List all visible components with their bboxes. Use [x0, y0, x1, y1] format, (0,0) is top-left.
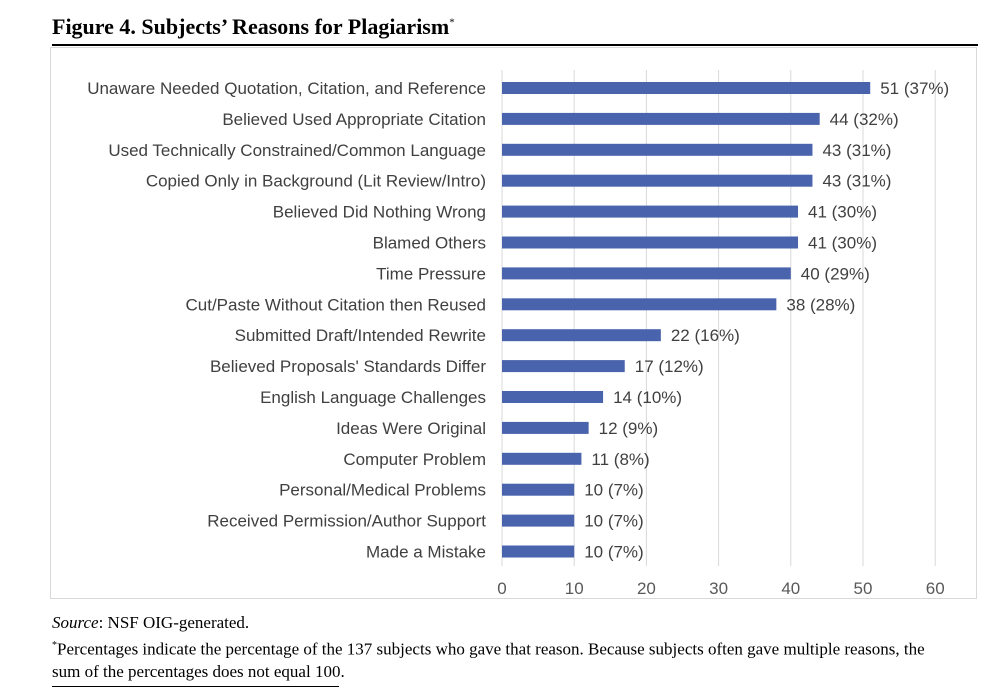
chart-frame: Unaware Needed Quotation, Citation, and … — [50, 47, 977, 599]
bar — [502, 514, 575, 527]
bar-chart: Unaware Needed Quotation, Citation, and … — [87, 70, 949, 598]
x-tick-label: 0 — [497, 579, 506, 598]
category-label: Made a Mistake — [366, 543, 486, 562]
data-label: 41 (30%) — [808, 234, 877, 253]
bar — [502, 143, 813, 156]
category-label: Personal/Medical Problems — [279, 481, 486, 500]
data-label: 10 (7%) — [584, 543, 644, 562]
data-label: 22 (16%) — [671, 326, 740, 345]
category-label: Ideas Were Original — [336, 419, 486, 438]
bar — [502, 452, 582, 465]
data-label: 17 (12%) — [635, 357, 704, 376]
category-label: Copied Only in Background (Lit Review/In… — [146, 172, 486, 191]
x-tick-labels: 0 10 20 30 40 50 60 — [497, 579, 944, 598]
category-label: Submitted Draft/Intended Rewrite — [235, 326, 486, 345]
category-label: Cut/Paste Without Citation then Reused — [186, 295, 487, 314]
bar — [502, 205, 799, 218]
bar — [502, 112, 820, 125]
figure-title-text: Figure 4. Subjects’ Reasons for Plagiari… — [52, 14, 450, 39]
bar — [502, 483, 575, 496]
category-label: Believed Proposals' Standards Differ — [210, 357, 486, 376]
category-label: Believed Used Appropriate Citation — [222, 110, 486, 129]
data-label: 41 (30%) — [808, 203, 877, 222]
data-label: 38 (28%) — [786, 295, 855, 314]
footnote-rule — [52, 686, 339, 687]
category-label: Computer Problem — [343, 450, 486, 469]
bars — [502, 82, 871, 558]
x-tick-label: 10 — [565, 579, 584, 598]
figure-title: Figure 4. Subjects’ Reasons for Plagiari… — [52, 14, 455, 40]
category-label: Time Pressure — [376, 264, 486, 283]
data-labels: 51 (37%) 44 (32%) 43 (31%) 43 (31%) 41 (30%)… — [584, 79, 949, 562]
bar — [502, 545, 575, 558]
category-label: Received Permission/Author Support — [207, 512, 486, 531]
source-label: Source — [52, 613, 99, 632]
x-tick-label: 40 — [781, 579, 800, 598]
bar — [502, 174, 813, 187]
x-tick-label: 50 — [854, 579, 873, 598]
category-label: English Language Challenges — [260, 388, 486, 407]
bar — [502, 329, 661, 342]
figure-title-asterisk: * — [449, 16, 455, 29]
data-label: 43 (31%) — [822, 172, 891, 191]
data-label: 14 (10%) — [613, 388, 682, 407]
category-label: Believed Did Nothing Wrong — [273, 203, 486, 222]
bar — [502, 82, 871, 94]
bar — [502, 421, 589, 434]
data-label: 11 (8%) — [591, 450, 649, 469]
category-label: Unaware Needed Quotation, Citation, and … — [87, 79, 486, 98]
category-label: Used Technically Constrained/Common Lang… — [108, 141, 486, 160]
footnote-asterisk: * — [52, 640, 57, 651]
source-text: : NSF OIG-generated. — [98, 613, 250, 632]
bar — [502, 267, 791, 280]
x-tick-label: 60 — [926, 579, 945, 598]
category-labels: Unaware Needed Quotation, Citation, and … — [87, 79, 486, 562]
data-label: 51 (37%) — [880, 79, 949, 98]
bar — [502, 298, 777, 311]
footnote-text: Percentages indicate the percentage of t… — [52, 639, 925, 681]
data-label: 40 (29%) — [801, 264, 870, 283]
source-note: Source: NSF OIG-generated. — [52, 613, 249, 633]
data-label: 12 (9%) — [599, 419, 659, 438]
bar — [502, 391, 604, 403]
data-label: 43 (31%) — [822, 141, 891, 160]
bar — [502, 360, 625, 373]
footnote: *Percentages indicate the percentage of … — [52, 635, 952, 683]
category-label: Blamed Others — [373, 234, 486, 253]
data-label: 10 (7%) — [584, 512, 644, 531]
data-label: 10 (7%) — [584, 481, 644, 500]
data-label: 44 (32%) — [830, 110, 899, 129]
bar — [502, 236, 799, 249]
x-tick-label: 30 — [709, 579, 728, 598]
title-underline — [52, 44, 978, 46]
x-tick-label: 20 — [637, 579, 656, 598]
